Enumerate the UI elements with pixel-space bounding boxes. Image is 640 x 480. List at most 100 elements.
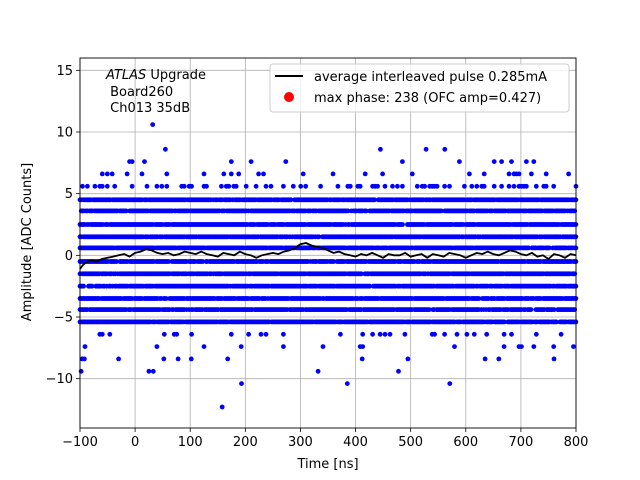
annotation: ATLAS Upgrade Board260 Ch013 35dB: [105, 68, 206, 116]
y-axis-label: Amplitude [ADC Counts]: [20, 163, 35, 321]
scatter-point: [370, 331, 375, 337]
scatter-point: [499, 159, 504, 165]
y-tick-label: 0: [65, 249, 73, 264]
scatter-point: [546, 245, 552, 251]
scatter-points: [77, 122, 579, 410]
scatter-point: [509, 159, 514, 165]
scatter-point: [543, 183, 549, 189]
scatter-point: [316, 234, 322, 240]
scatter-point-outlier: [78, 368, 84, 374]
scatter-point: [447, 183, 452, 189]
scatter-point-outlier: [344, 381, 350, 386]
scatter-point: [163, 296, 169, 301]
y-tick-label: −5: [54, 311, 73, 326]
scatter-point: [377, 331, 383, 337]
x-tick-label: −100: [62, 435, 98, 450]
scatter-point: [375, 183, 380, 189]
scatter-point-outlier: [359, 356, 365, 362]
scatter-point: [528, 307, 534, 312]
scatter-point: [298, 183, 304, 189]
legend-entry-line: average interleaved pulse 0.285mA: [314, 70, 547, 85]
scatter-point: [432, 331, 437, 337]
x-tick-label: 500: [398, 435, 423, 450]
scatter-point: [558, 331, 564, 337]
scatter-point: [233, 183, 239, 189]
scatter-point-outlier: [82, 356, 87, 362]
scatter-point: [303, 183, 309, 189]
scatter-point: [112, 183, 118, 189]
scatter-point: [362, 171, 368, 177]
scatter-point: [330, 171, 336, 177]
scatter-point: [300, 171, 306, 177]
scatter-point: [501, 344, 507, 349]
scatter-point: [281, 331, 286, 337]
scatter-point: [360, 331, 366, 337]
scatter-point: [144, 183, 150, 189]
scatter-point: [400, 159, 405, 165]
scatter-point: [442, 331, 447, 337]
scatter-point-outlier: [315, 368, 321, 374]
scatter-point: [484, 331, 490, 337]
scatter-point: [99, 183, 105, 189]
scatter-point: [519, 344, 524, 349]
legend-box: [269, 63, 570, 113]
y-axis-ticks: −10 −5 0 5 10 15: [46, 64, 80, 387]
scatter-point: [81, 283, 86, 289]
legend: average interleaved pulse 0.285mA max ph…: [269, 63, 570, 113]
scatter-point-outlier: [146, 368, 152, 374]
scatter-point: [347, 183, 353, 189]
scatter-point: [99, 171, 105, 177]
scatter-point: [506, 183, 512, 189]
scatter-point: [129, 159, 135, 165]
scatter-point: [554, 319, 559, 325]
scatter-point-outlier: [163, 146, 168, 152]
scatter-point: [467, 171, 472, 177]
scatter-point: [516, 171, 522, 177]
scatter-point: [358, 271, 364, 277]
scatter-point: [166, 259, 171, 264]
scatter-point: [256, 171, 261, 177]
x-tick-label: 400: [343, 435, 368, 450]
y-tick-label: 5: [65, 187, 73, 202]
scatter-point: [372, 197, 377, 203]
scatter-point: [246, 331, 252, 337]
scatter-point: [85, 183, 90, 189]
scatter-point: [263, 331, 269, 337]
scatter-point: [390, 183, 395, 189]
scatter-point: [181, 183, 187, 189]
annotation-atlas: ATLAS: [105, 68, 146, 83]
scatter-point: [335, 183, 341, 189]
scatter-point: [228, 331, 234, 337]
scatter-point-outlier: [219, 404, 225, 410]
scatter-point: [268, 183, 274, 189]
scatter-point: [238, 344, 244, 349]
scatter-point: [89, 283, 95, 289]
scatter-point: [551, 183, 557, 189]
annotation-line-1: ATLAS Upgrade: [105, 68, 206, 83]
scatter-point: [80, 183, 85, 189]
scatter-point: [99, 331, 105, 337]
scatter-point: [338, 331, 343, 337]
scatter-point: [454, 331, 460, 337]
scatter-point: [189, 331, 195, 337]
scatter-point: [481, 183, 487, 189]
scatter-point: [395, 183, 400, 189]
scatter-point: [402, 331, 408, 337]
y-tick-label: 10: [56, 126, 73, 141]
scatter-point: [543, 171, 549, 177]
scatter-point-outlier: [116, 356, 121, 362]
scatter-point: [529, 171, 534, 177]
scatter-point: [258, 331, 264, 337]
x-tick-label: 800: [564, 435, 589, 450]
scatter-point: [452, 344, 457, 349]
scatter-point: [288, 197, 294, 203]
scatter-point-outlier: [405, 356, 411, 362]
scatter-point-outlier: [482, 356, 488, 362]
scatter-point: [345, 208, 351, 214]
scatter-point: [382, 331, 388, 337]
annotation-upgrade: Upgrade: [146, 68, 206, 83]
scatter-point: [533, 331, 539, 337]
scatter-point: [82, 344, 88, 349]
scatter-point: [501, 331, 507, 337]
